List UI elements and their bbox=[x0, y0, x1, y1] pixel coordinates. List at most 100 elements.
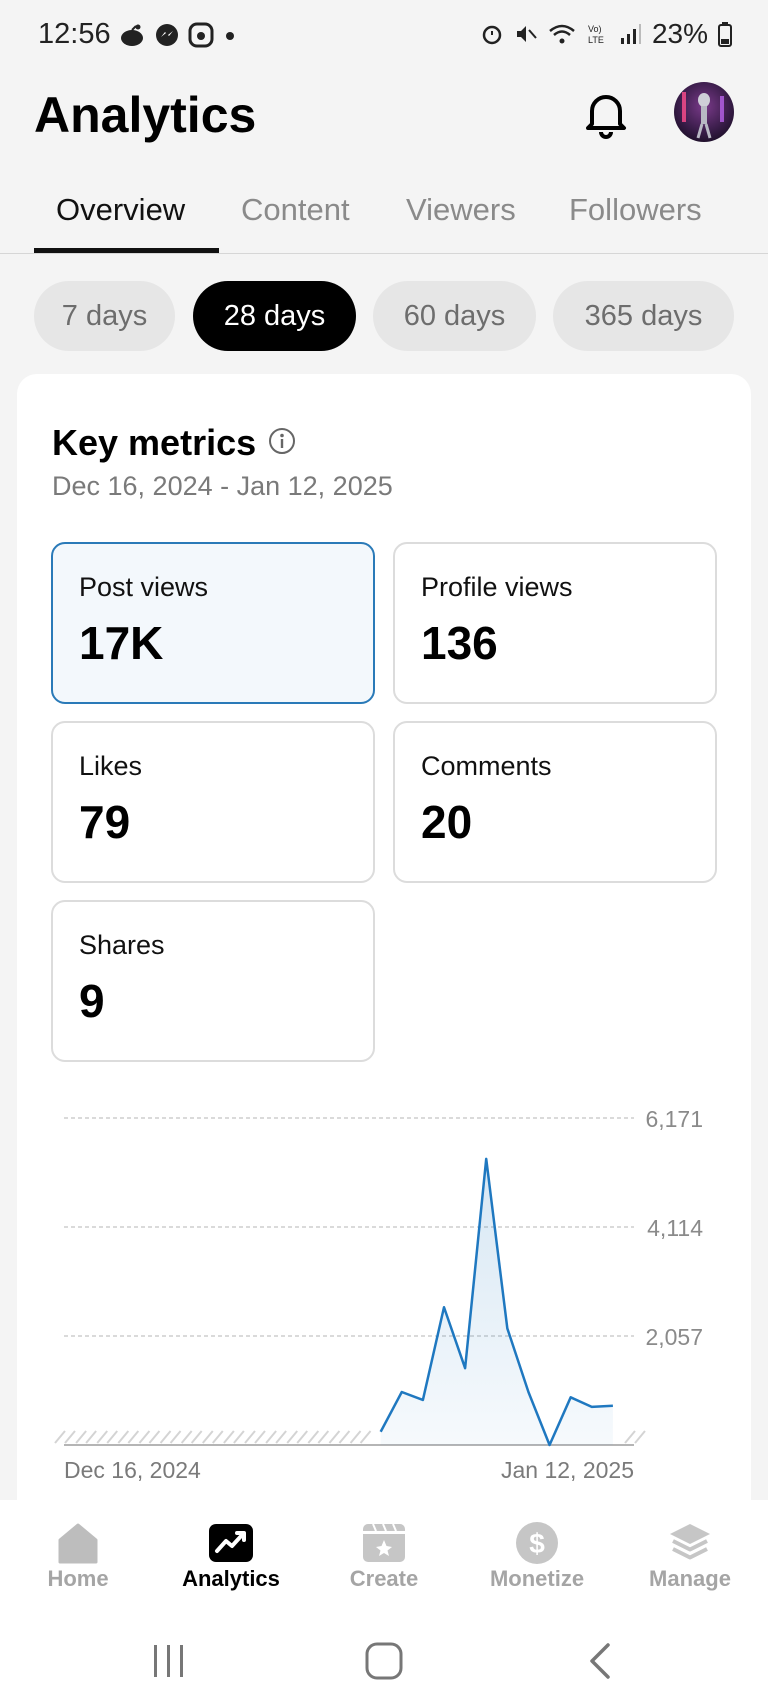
messenger-icon bbox=[156, 24, 178, 46]
no-data-hatch bbox=[54, 1430, 66, 1444]
nav-label: Home bbox=[47, 1566, 109, 1591]
notifications-bell-icon[interactable] bbox=[578, 86, 634, 142]
no-data-hatch bbox=[85, 1430, 97, 1444]
no-data-hatch bbox=[634, 1430, 646, 1444]
analytics-icon bbox=[209, 1524, 253, 1562]
no-data-hatch bbox=[624, 1430, 636, 1444]
system-navigation-bar bbox=[0, 1615, 768, 1707]
no-data-hatch bbox=[96, 1430, 108, 1444]
range-60-days-button[interactable]: 60 days bbox=[373, 281, 536, 351]
post-views-chart: 6,171 4,114 2,057 Dec 16, 2024 Jan 12, 2025 bbox=[54, 1106, 703, 1483]
tab-followers[interactable]: Followers bbox=[569, 192, 702, 227]
avatar[interactable] bbox=[674, 82, 734, 142]
dot-icon bbox=[226, 32, 234, 40]
series-area bbox=[380, 1158, 613, 1445]
layers-icon bbox=[670, 1524, 710, 1560]
no-data-hatch bbox=[148, 1430, 161, 1444]
metric-value: 9 bbox=[79, 975, 105, 1027]
svg-text:LTE: LTE bbox=[588, 35, 604, 45]
x-tick-label: Dec 16, 2024 bbox=[64, 1457, 201, 1483]
app-header: Analytics bbox=[0, 80, 768, 180]
metric-value: 136 bbox=[421, 617, 498, 669]
bluesky-icon bbox=[188, 22, 214, 48]
metric-label: Shares bbox=[79, 930, 165, 960]
status-bar: 12:56 Vo) LTE 23% bbox=[0, 0, 768, 72]
no-data-hatch bbox=[296, 1430, 308, 1444]
no-data-hatch bbox=[349, 1430, 362, 1444]
battery-percent: 23% bbox=[651, 18, 708, 49]
no-data-hatch bbox=[180, 1430, 193, 1444]
metric-value: 17K bbox=[79, 617, 164, 669]
nav-manage[interactable]: Manage bbox=[620, 1520, 760, 1592]
metric-label: Comments bbox=[421, 751, 552, 781]
status-system-icons: Vo) LTE 23% bbox=[480, 18, 732, 50]
no-data-hatch bbox=[254, 1430, 266, 1444]
x-tick-label: Jan 12, 2025 bbox=[501, 1457, 634, 1483]
no-data-hatch bbox=[64, 1430, 76, 1444]
metric-comments[interactable]: Comments 20 bbox=[393, 721, 717, 883]
metric-value: 20 bbox=[421, 796, 473, 848]
bottom-nav: Home Analytics Create $ Monetize bbox=[0, 1500, 768, 1615]
wifi-icon bbox=[549, 24, 575, 44]
nav-label: Analytics bbox=[182, 1566, 280, 1591]
key-metrics-card: Key metrics Dec 16, 2024 - Jan 12, 2025 … bbox=[17, 374, 751, 1707]
page-title: Analytics bbox=[34, 87, 257, 143]
back-icon[interactable] bbox=[570, 1637, 630, 1685]
range-28-days-button[interactable]: 28 days bbox=[193, 281, 356, 351]
status-time: 12:56 bbox=[38, 18, 111, 50]
nav-analytics[interactable]: Analytics bbox=[161, 1520, 301, 1592]
create-icon bbox=[363, 1523, 405, 1562]
status-notification-icons bbox=[118, 22, 238, 48]
date-range-selector: 7 days 28 days 60 days 365 days bbox=[0, 281, 768, 351]
nav-create[interactable]: Create bbox=[314, 1520, 454, 1592]
y-tick-label: 6,171 bbox=[645, 1106, 703, 1132]
reddit-icon bbox=[121, 24, 143, 46]
metric-post-views[interactable]: Post views 17K bbox=[51, 542, 375, 704]
metric-shares[interactable]: Shares 9 bbox=[51, 900, 375, 1062]
no-data-hatch bbox=[223, 1430, 235, 1444]
y-tick-label: 2,057 bbox=[645, 1324, 703, 1350]
mute-icon bbox=[516, 26, 537, 42]
battery-icon bbox=[718, 22, 732, 47]
no-data-hatch bbox=[359, 1430, 372, 1444]
nav-monetize[interactable]: $ Monetize bbox=[467, 1520, 607, 1592]
home-icon bbox=[58, 1523, 98, 1564]
no-data-hatch bbox=[244, 1430, 256, 1444]
svg-text:Vo): Vo) bbox=[588, 24, 602, 34]
no-data-hatch bbox=[233, 1430, 245, 1444]
no-data-hatch bbox=[338, 1430, 351, 1444]
no-data-hatch bbox=[286, 1430, 298, 1444]
no-data-hatch bbox=[75, 1430, 87, 1444]
analytics-tabs: Overview Content Viewers Followers bbox=[0, 188, 768, 254]
info-icon[interactable] bbox=[267, 426, 297, 456]
metric-label: Profile views bbox=[421, 572, 573, 602]
svg-text:$: $ bbox=[529, 1528, 545, 1559]
active-tab-indicator bbox=[34, 248, 219, 253]
no-data-hatch bbox=[159, 1430, 172, 1444]
home-circle-icon[interactable] bbox=[354, 1637, 414, 1685]
recents-icon[interactable] bbox=[138, 1637, 198, 1685]
date-range-text: Dec 16, 2024 - Jan 12, 2025 bbox=[52, 471, 393, 501]
metric-profile-views[interactable]: Profile views 136 bbox=[393, 542, 717, 704]
signal-icon bbox=[620, 24, 641, 44]
no-data-hatch bbox=[138, 1430, 151, 1444]
no-data-hatch bbox=[307, 1430, 320, 1444]
no-data-hatch bbox=[106, 1430, 118, 1444]
metric-likes[interactable]: Likes 79 bbox=[51, 721, 375, 883]
range-7-days-button[interactable]: 7 days bbox=[34, 281, 175, 351]
tab-overview[interactable]: Overview bbox=[56, 192, 186, 227]
nav-home[interactable]: Home bbox=[8, 1520, 148, 1592]
alarm-icon bbox=[482, 25, 502, 45]
no-data-hatch bbox=[275, 1430, 287, 1444]
no-data-hatch bbox=[202, 1430, 214, 1444]
no-data-hatch bbox=[127, 1430, 140, 1444]
no-data-hatch bbox=[169, 1430, 182, 1444]
volte-icon: Vo)LTE bbox=[588, 24, 604, 45]
metric-label: Likes bbox=[79, 751, 143, 781]
nav-label: Manage bbox=[649, 1566, 731, 1591]
dollar-icon: $ bbox=[516, 1522, 558, 1564]
tab-content[interactable]: Content bbox=[241, 192, 350, 227]
tab-viewers[interactable]: Viewers bbox=[406, 192, 516, 227]
y-tick-label: 4,114 bbox=[647, 1215, 703, 1241]
range-365-days-button[interactable]: 365 days bbox=[553, 281, 734, 351]
